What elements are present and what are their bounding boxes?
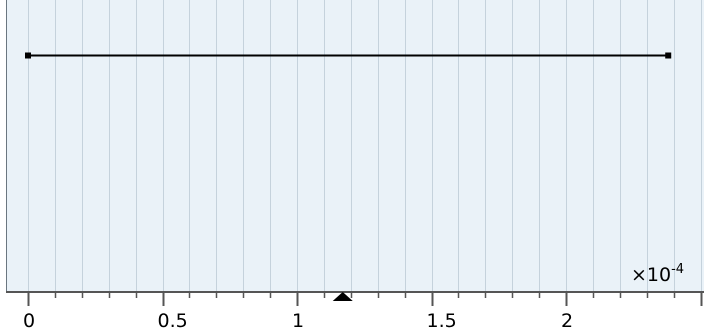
grid-lines xyxy=(28,0,702,292)
plot-area[interactable] xyxy=(6,0,704,292)
segment-end-handle[interactable] xyxy=(665,52,672,59)
axis-scale-exponent: -4 xyxy=(671,262,684,277)
tick-label: 2 xyxy=(561,310,573,330)
x-axis-ticks xyxy=(27,292,703,306)
tick-label: 1 xyxy=(292,310,304,330)
tick-label: 0.5 xyxy=(158,310,188,330)
axis-scale-factor: ×10-4 xyxy=(631,262,684,286)
tick-label: 1.5 xyxy=(427,310,457,330)
axis-scale-mantissa: ×10 xyxy=(631,264,671,286)
tick-label: 0 xyxy=(23,310,35,330)
triangle-up-icon[interactable] xyxy=(332,292,353,301)
x-axis-tick-labels: 0 0.5 1 1.5 2 xyxy=(23,310,573,330)
segment-start-handle[interactable] xyxy=(25,52,31,59)
